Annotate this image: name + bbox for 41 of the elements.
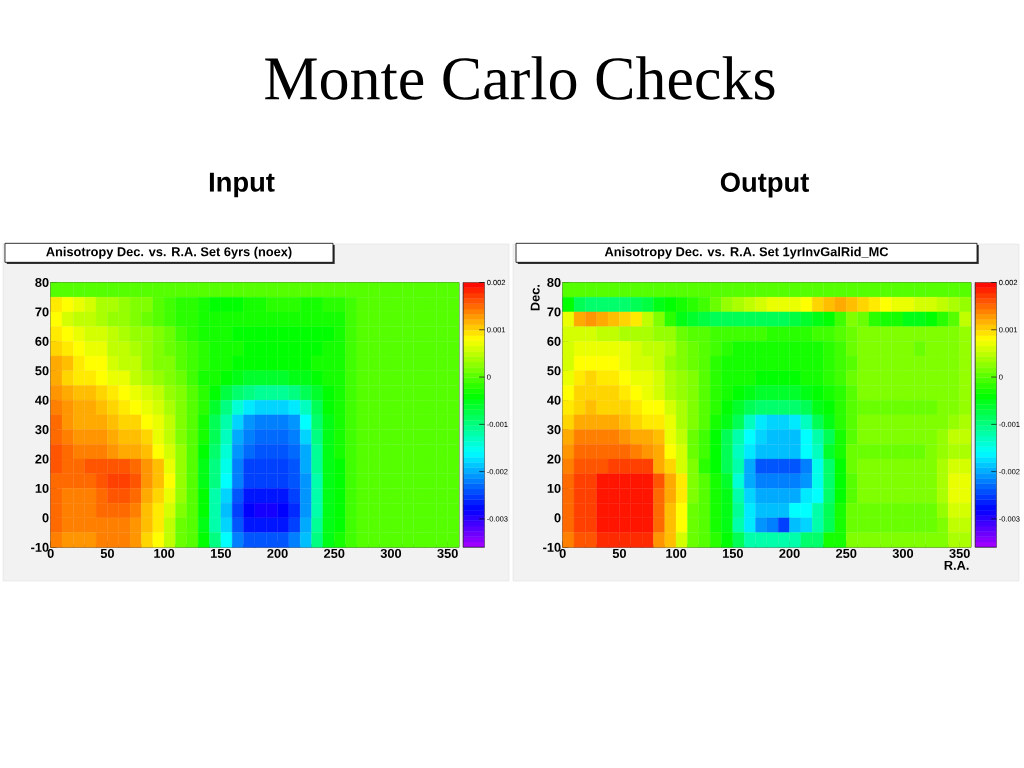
y-tick-label: -10 — [31, 542, 49, 552]
x-tick-label: 150 — [210, 548, 231, 558]
x-tick-label: 100 — [666, 548, 687, 558]
x-tick-label: 50 — [100, 548, 114, 558]
y-tick-label: 50 — [547, 366, 561, 376]
x-tick-label: 250 — [836, 548, 857, 558]
x-tick-label: 300 — [892, 548, 914, 558]
y-tick-label: 80 — [547, 277, 561, 288]
y-tick-label: 60 — [547, 336, 561, 346]
x-tick-label: 50 — [612, 548, 626, 558]
x-tick-label: 100 — [154, 548, 175, 558]
x-tick-label: 350 — [437, 548, 458, 558]
x-axis-title: R.A. — [944, 560, 969, 570]
chart-title: Anisotropy Dec. vs. R.A. Set 6yrs (noex) — [46, 246, 292, 259]
y-tick-label: 10 — [35, 483, 49, 493]
y-tick-label: 10 — [547, 483, 561, 493]
y-tick-label: 40 — [547, 395, 561, 405]
chart-subtitle: Output — [720, 172, 809, 198]
y-tick-label: 40 — [35, 395, 49, 405]
x-tick-label: 300 — [380, 548, 402, 558]
y-tick-label: 20 — [547, 454, 561, 464]
y-tick-label: 50 — [35, 366, 49, 376]
chart-title: Anisotropy Dec. vs. R.A. Set 1yrInvGalRid_MC — [604, 246, 889, 259]
y-tick-label: 60 — [35, 336, 49, 346]
y-tick-label: -10 — [543, 542, 561, 552]
chart-subtitle: Input — [209, 172, 275, 198]
y-tick-label: 70 — [35, 307, 49, 317]
x-tick-label: 200 — [267, 548, 288, 558]
text: Monte Carlo Checks — [265, 56, 775, 100]
x-tick-label: 200 — [779, 548, 800, 558]
y-tick-label: 70 — [547, 307, 561, 317]
y-tick-label: 0 — [42, 513, 49, 523]
x-tick-label: 150 — [722, 548, 743, 558]
y-tick-label: 80 — [35, 277, 49, 288]
y-tick-label: 30 — [547, 425, 561, 435]
y-axis-title: Dec. — [530, 284, 540, 311]
y-tick-label: 20 — [35, 454, 49, 464]
y-tick-label: 0 — [554, 513, 561, 523]
x-tick-label: 250 — [324, 548, 345, 558]
y-tick-label: 30 — [35, 425, 49, 435]
x-tick-label: 350 — [949, 548, 970, 558]
